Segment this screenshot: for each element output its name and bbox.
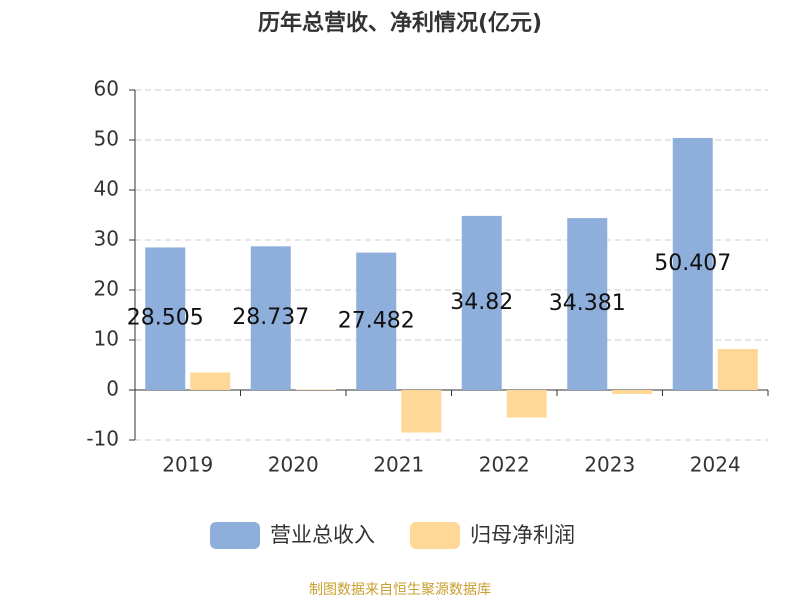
y-tick-label: 10 [94,327,119,351]
bar [295,389,336,390]
x-tick-label: 2024 [690,453,741,477]
source-note: 制图数据来自恒生聚源数据库 [309,582,491,598]
bar [401,390,442,433]
y-tick-label: 0 [106,377,119,401]
y-tick-label: 60 [94,77,119,101]
data-label: 50.407 [654,251,731,276]
y-tick-label: 30 [94,227,119,251]
data-label: 34.82 [450,290,513,315]
bar [672,137,713,390]
bar [506,390,547,418]
x-tick-label: 2023 [584,453,635,477]
x-tick-label: 2022 [479,453,530,477]
data-label: 28.505 [127,306,204,331]
legend-swatch [410,522,460,549]
y-tick-label: 20 [94,277,119,301]
y-tick-label: -10 [86,427,119,451]
legend-label: 营业总收入 [270,523,375,547]
bar [567,218,608,390]
legend-label: 归母净利润 [470,523,575,547]
bar [717,349,758,390]
data-label: 28.737 [232,305,309,330]
x-tick-label: 2019 [162,453,213,477]
bar [461,215,502,390]
data-label: 27.482 [338,308,415,333]
chart-title: 历年总营收、净利情况(亿元) [258,10,542,36]
bar [190,372,231,390]
legend-swatch [210,522,260,549]
y-tick-label: 50 [94,127,119,151]
x-tick-label: 2020 [268,453,319,477]
bar [145,247,186,390]
bar [250,246,291,390]
y-tick-label: 40 [94,177,119,201]
x-tick-label: 2021 [373,453,424,477]
data-label: 34.381 [549,291,626,316]
bar [612,390,653,394]
bar [356,252,397,390]
